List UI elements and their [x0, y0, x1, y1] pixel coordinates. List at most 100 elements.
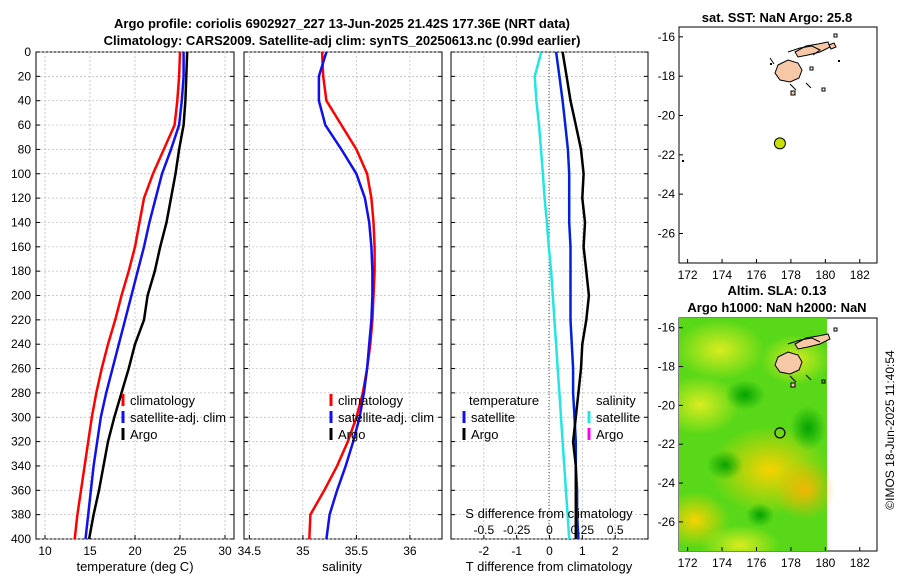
top-x-tick-label: 0.25: [571, 523, 595, 537]
reef-outline: [787, 337, 821, 383]
y-tick-label: 80: [18, 142, 32, 156]
islet: [821, 379, 826, 384]
x-tick-label: 10: [38, 544, 52, 558]
map-y-tick-label: -16: [658, 321, 676, 335]
sla-anomaly-patch: [725, 380, 765, 410]
top-x-tick-label: 0: [546, 523, 553, 537]
legend-label-satellite: satellite-adj. clim: [130, 410, 226, 425]
map-x-tick-label: 178: [781, 556, 801, 570]
figure-title-line1: Argo profile: coriolis 6902927_227 13-Ju…: [114, 16, 570, 31]
map-y-tick-label: -20: [658, 398, 676, 412]
temperature-xlabel: temperature (deg C): [76, 559, 193, 574]
difference-legend-salinity: salinity satellite Argo: [587, 393, 640, 442]
top-x-tick-label: -0.25: [503, 523, 531, 537]
salinity-legend: climatology satellite-adj. clim Argo: [329, 393, 434, 442]
y-tick-label: 360: [11, 483, 31, 497]
sla-anomaly-patch: [775, 460, 835, 520]
map-y-tick-label: -20: [658, 109, 676, 123]
difference-lines: [533, 52, 591, 539]
reef-outline: [769, 45, 821, 91]
sla-map-y-ticks: -16 -18 -20 -22 -24 -26: [658, 321, 683, 529]
y-tick-label: 320: [11, 435, 31, 449]
y-tick-label: 200: [11, 289, 31, 303]
top-x-tick-label: 0.5: [607, 523, 624, 537]
map-y-tick-label: -24: [658, 476, 676, 490]
map-x-tick-label: 182: [850, 556, 870, 570]
map-x-tick-label: 180: [815, 556, 835, 570]
islet: [770, 63, 772, 65]
map-x-tick-label: 182: [850, 268, 870, 282]
series-line: [73, 52, 182, 539]
y-tick-label: 260: [11, 362, 31, 376]
x-tick-label: 35.5: [345, 544, 369, 558]
x-tick-label: 15: [83, 544, 97, 558]
series-line: [84, 52, 185, 539]
y-tick-label: 380: [11, 508, 31, 522]
salinity-grid: [244, 51, 442, 540]
sst-map-title: sat. SST: NaN Argo: 25.8: [702, 10, 853, 25]
map-y-tick-label: -16: [658, 30, 676, 44]
difference-top-xlabel: S difference from climatology: [465, 506, 633, 521]
islet: [790, 382, 796, 388]
salinity-xlabel: salinity: [322, 559, 362, 574]
legend-label-temp-satellite: satellite: [471, 410, 515, 425]
map-y-tick-label: -18: [658, 69, 676, 83]
salinity-panel: 34.5 35 35.5 36 salinity climatology satell…: [238, 51, 443, 574]
salinity-x-ticks: 34.5 35 35.5 36: [238, 544, 417, 558]
map-x-tick-label: 172: [678, 556, 698, 570]
island-viti-levu: [774, 351, 803, 375]
difference-legend-temperature: temperature satellite Argo: [462, 393, 539, 442]
sst-map-x-ticks: 172 174 176 178 180 182: [678, 259, 870, 282]
temperature-x-ticks: 10 15 20 25 30: [38, 544, 232, 558]
series-line: [561, 52, 591, 539]
x-tick-label: 2: [612, 544, 619, 558]
imos-stamp: ©IMOS 18-Jun-2025 11:40:54: [883, 350, 897, 510]
sla-anomaly-patch: [746, 503, 774, 527]
islet: [809, 66, 814, 71]
sst-map-coastline: [682, 33, 840, 162]
y-tick-label: 100: [11, 167, 31, 181]
map-x-tick-label: 176: [746, 268, 766, 282]
x-tick-label: 35: [296, 544, 310, 558]
legend-label-temp-argo: Argo: [471, 427, 498, 442]
y-tick-label: 0: [24, 45, 31, 59]
y-tick-label: 160: [11, 240, 31, 254]
map-x-tick-label: 174: [712, 268, 732, 282]
map-y-tick-label: -18: [658, 360, 676, 374]
top-x-tick-label: -0.5: [473, 523, 494, 537]
temperature-grid: [36, 51, 234, 540]
x-tick-label: 25: [173, 544, 187, 558]
x-tick-label: 0: [546, 544, 553, 558]
islet: [790, 90, 796, 96]
islet: [833, 33, 838, 38]
map-y-tick-label: -22: [658, 437, 676, 451]
y-tick-label: 300: [11, 410, 31, 424]
sla-map-x-ticks: 172 174 176 178 180 182: [678, 547, 870, 570]
y-tick-label: 120: [11, 191, 31, 205]
y-tick-label: 20: [18, 69, 32, 83]
map-x-tick-label: 180: [815, 268, 835, 282]
difference-x-ticks: -2 -1 0 1 2: [478, 544, 618, 558]
map-x-tick-label: 172: [678, 268, 698, 282]
y-tick-label: 400: [11, 532, 31, 546]
x-tick-label: -1: [511, 544, 522, 558]
sla-map-coastline: [774, 327, 838, 388]
difference-xlabel: T difference from climatology: [466, 559, 633, 574]
legend-label-sal-satellite: satellite: [596, 410, 640, 425]
series-line: [87, 52, 189, 539]
sla-anomaly-patch: [679, 320, 765, 380]
sla-map-title-line1: Altim. SLA: 0.13: [728, 283, 827, 298]
y-tick-label: 220: [11, 313, 31, 327]
islet: [682, 160, 684, 162]
legend-title-temperature: temperature: [469, 393, 539, 408]
difference-top-ticks: -0.5 -0.25 0 0.25 0.5: [473, 523, 623, 537]
sla-anomaly-patch: [707, 450, 743, 480]
argo-float-marker: [774, 427, 786, 439]
legend-label-argo: Argo: [338, 427, 365, 442]
x-tick-label: 20: [128, 544, 142, 558]
island-taveuni: [828, 42, 837, 50]
temperature-panel: 10 15 20 25 30 0 20 40 60 80 100 120 140 160 180 200 22…: [11, 45, 235, 574]
map-x-tick-label: 174: [712, 556, 732, 570]
legend-label-climatology: climatology: [338, 393, 404, 408]
